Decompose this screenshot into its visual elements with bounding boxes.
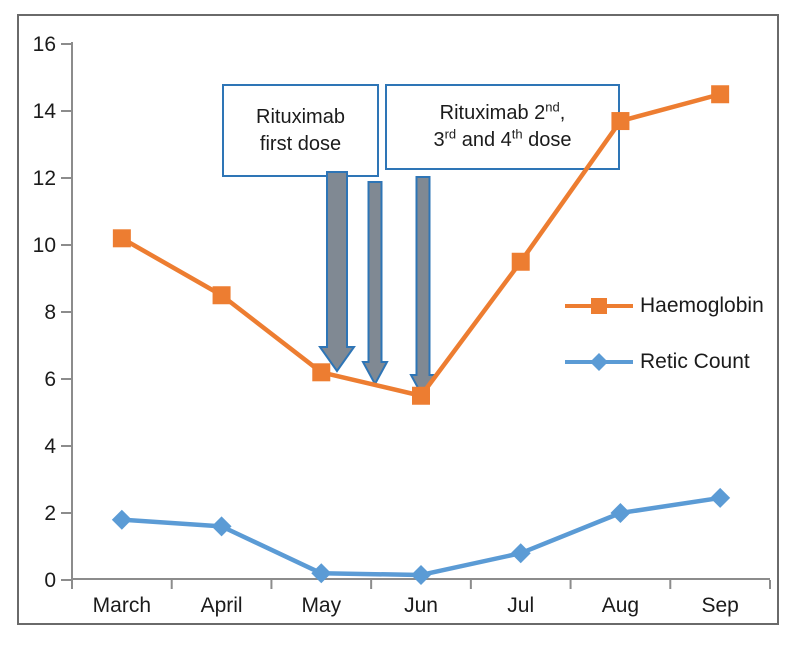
haemoglobin-point-April [212, 286, 231, 305]
x-tick-label: March [93, 594, 151, 617]
retic-count-line [119, 495, 723, 578]
y-tick-label: 2 [44, 502, 56, 525]
retic-point-Sep [710, 487, 731, 508]
y-tick-label: 6 [44, 368, 56, 391]
haemoglobin-point-Jun [412, 386, 430, 405]
haemoglobin-point-May [312, 363, 331, 382]
x-tick-label: Aug [602, 594, 639, 617]
retic-point-Jul [510, 543, 531, 564]
retic-point-Aug [610, 503, 631, 523]
y-tick-label: 14 [33, 100, 57, 123]
x-tick-label: Sep [701, 594, 738, 617]
x-tick-label: Jul [507, 594, 534, 617]
y-tick-label: 0 [44, 569, 56, 592]
legend-label-retic-count: Retic Count [640, 350, 750, 373]
retic-legend-diamond [590, 353, 608, 371]
haemoglobin-legend-marker-icon [565, 298, 633, 314]
annotation-text-line: Rituximab 2nd, [439, 99, 566, 124]
annotation-text-line: 3rd and 4th dose [433, 126, 572, 151]
annotation-text-line: Rituximab [256, 105, 345, 128]
y-tick-label: 16 [33, 33, 56, 56]
annotation-box-first-dose: Rituximab first dose [222, 84, 379, 177]
x-tick-label: Jun [404, 594, 438, 617]
y-tick-label: 10 [33, 234, 56, 257]
x-tick-label: May [301, 594, 341, 617]
y-tick-label: 8 [44, 301, 56, 324]
y-tick-label: 12 [33, 167, 56, 190]
x-tick-label: April [201, 594, 243, 617]
retic-point-Jun [411, 564, 431, 585]
retic-point-May [311, 563, 332, 584]
legend-label-haemoglobin: Haemoglobin [640, 294, 764, 317]
retic-point-April [211, 516, 232, 537]
annotation-text-line: first dose [259, 132, 342, 155]
haemoglobin-point-Sep [711, 85, 730, 104]
haemoglobin-point-Jul [511, 252, 530, 271]
legend-item-haemoglobin: Haemoglobin [565, 294, 764, 318]
dose-arrow-icon-3 [409, 176, 437, 400]
retic-count-legend-marker-icon [565, 353, 633, 371]
haemoglobin-point-Aug [611, 112, 630, 131]
y-tick-label: 4 [44, 435, 56, 458]
dose-arrow-icon-2 [361, 181, 389, 387]
haemoglobin-point-March [112, 229, 131, 248]
retic-point-March [111, 509, 132, 530]
annotation-box-later-doses: Rituximab 2nd, 3rd and 4th dose [385, 84, 620, 170]
haemoglobin-legend-square [591, 298, 607, 314]
legend-item-retic-count: Retic Count [565, 350, 750, 374]
dose-arrow-icon-1 [318, 171, 356, 373]
